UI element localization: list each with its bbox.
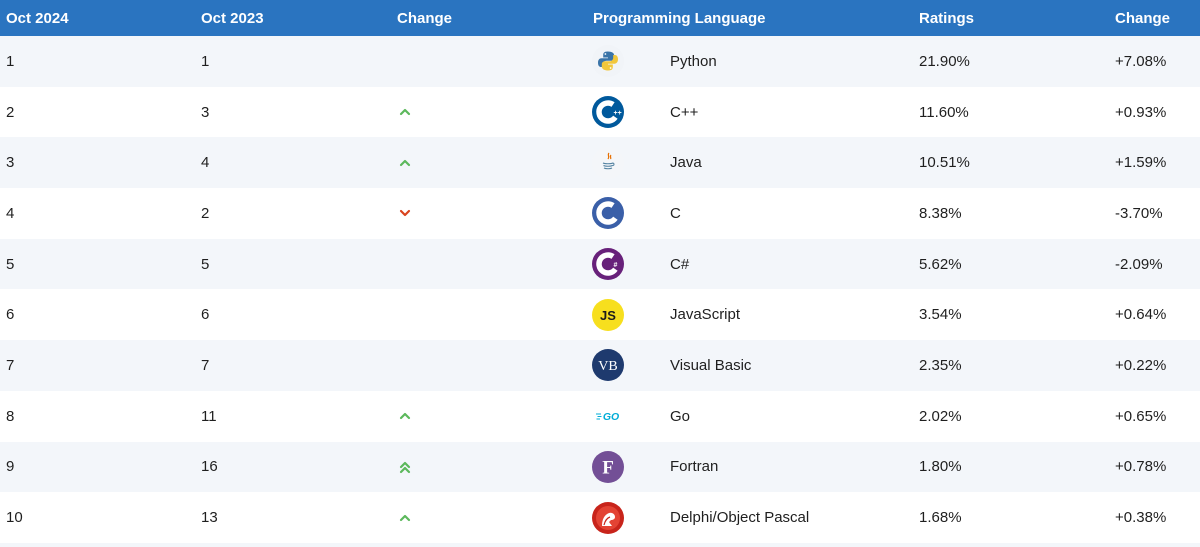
svg-text:F: F	[602, 457, 614, 478]
rating-change: +0.38%	[1115, 509, 1167, 527]
python-logo-icon	[591, 36, 625, 87]
rank-2024: 5	[6, 255, 15, 273]
svg-text:#: #	[614, 262, 618, 269]
double-arrow-up-icon	[397, 459, 413, 475]
rating-change: +0.78%	[1115, 458, 1167, 476]
header-change-percent[interactable]: Change	[1115, 9, 1171, 27]
language-name[interactable]: C++	[670, 103, 699, 121]
rating-change: -2.09%	[1115, 255, 1163, 273]
rank-2024: 9	[6, 458, 15, 476]
table-body: 1 1 Python 21.90% +7.08% 2 3 ++ C++ 11.6…	[0, 36, 1200, 543]
table-row: 7 7 VB Visual Basic 2.35% +0.22%	[0, 340, 1200, 391]
rank-2024: 3	[6, 154, 15, 172]
table-row: 1 1 Python 21.90% +7.08%	[0, 36, 1200, 87]
rating-value: 11.60%	[919, 103, 969, 121]
table-row: 9 16 F Fortran 1.80% +0.78%	[0, 441, 1200, 493]
table-row: 5 5 # C# 5.62% -2.09%	[0, 238, 1200, 290]
header-change[interactable]: Change	[397, 9, 453, 27]
header-oct-2024[interactable]: Oct 2024	[6, 9, 69, 27]
java-logo-icon	[591, 137, 625, 188]
fortran-logo-icon: F	[591, 442, 625, 493]
rating-value: 8.38%	[919, 204, 962, 222]
rank-change	[397, 492, 413, 543]
javascript-logo-icon: JS	[591, 289, 625, 340]
table-row: 3 4 Java 10.51% +1.59%	[0, 137, 1200, 189]
rank-2023: 16	[201, 458, 218, 476]
c-logo-icon	[591, 188, 625, 239]
rank-2024: 6	[6, 306, 15, 324]
rating-change: -3.70%	[1115, 204, 1163, 222]
svg-text:VB: VB	[598, 359, 617, 374]
rating-value: 5.62%	[919, 255, 962, 273]
rank-2023: 5	[201, 255, 210, 273]
header-ratings[interactable]: Ratings	[919, 9, 975, 27]
language-name[interactable]: Java	[670, 154, 702, 172]
arrow-up-icon	[397, 104, 413, 120]
svg-text:JS: JS	[600, 308, 616, 323]
table-row: 6 6 JS JavaScript 3.54% +0.64%	[0, 289, 1200, 341]
rank-2024: 2	[6, 103, 15, 121]
rank-change	[397, 391, 413, 442]
rank-2024: 10	[6, 509, 23, 527]
rating-change: +0.22%	[1115, 356, 1167, 374]
rating-change: +0.65%	[1115, 407, 1167, 425]
language-name[interactable]: Delphi/Object Pascal	[670, 509, 810, 527]
cpp-logo-icon: ++	[591, 87, 625, 138]
rank-change	[397, 137, 413, 188]
arrow-up-icon	[397, 510, 413, 526]
rank-2023: 7	[201, 356, 210, 374]
arrow-up-icon	[397, 155, 413, 171]
language-name[interactable]: Go	[670, 407, 691, 425]
header-programming-language[interactable]: Programming Language	[593, 9, 766, 27]
visual-basic-logo-icon: VB	[591, 340, 625, 391]
rank-2024: 7	[6, 356, 15, 374]
go-logo-icon: GO	[591, 391, 625, 442]
rank-2023: 1	[201, 52, 210, 70]
arrow-down-icon	[397, 205, 413, 221]
rank-2023: 13	[201, 509, 218, 527]
table-row: 4 2 C 8.38% -3.70%	[0, 188, 1200, 239]
arrow-up-icon	[397, 408, 413, 424]
rating-change: +0.64%	[1115, 306, 1167, 324]
table-header: Oct 2024 Oct 2023 Change Programming Lan…	[0, 0, 1200, 36]
language-name[interactable]: Python	[670, 52, 717, 70]
rating-value: 2.02%	[919, 407, 962, 425]
rating-change: +1.59%	[1115, 154, 1167, 172]
language-name[interactable]: Fortran	[670, 458, 719, 476]
rank-2023: 4	[201, 154, 210, 172]
language-name[interactable]: JavaScript	[670, 306, 741, 324]
rating-value: 2.35%	[919, 356, 962, 374]
next-row-edge	[0, 543, 1200, 547]
table-row: 2 3 ++ C++ 11.60% +0.93%	[0, 86, 1200, 138]
rating-value: 21.90%	[919, 52, 970, 70]
language-name[interactable]: Visual Basic	[670, 356, 752, 374]
table-row: 10 13 Delphi/Object Pascal 1.68% +0.38%	[0, 492, 1200, 543]
rank-2024: 1	[6, 52, 15, 70]
rank-2023: 11	[201, 407, 217, 425]
rank-2024: 4	[6, 204, 15, 222]
language-name[interactable]: C#	[670, 255, 690, 273]
rank-2023: 6	[201, 306, 210, 324]
rating-value: 10.51%	[919, 154, 970, 172]
table-row: 8 11 GO Go 2.02% +0.65%	[0, 390, 1200, 442]
rating-change: +7.08%	[1115, 52, 1167, 70]
svg-text:++: ++	[614, 110, 622, 117]
rating-value: 1.68%	[919, 509, 962, 527]
rank-2023: 3	[201, 103, 210, 121]
svg-text:GO: GO	[603, 411, 619, 423]
language-name[interactable]: C	[670, 204, 681, 222]
rank-2023: 2	[201, 204, 210, 222]
rank-2024: 8	[6, 407, 15, 425]
rating-value: 1.80%	[919, 458, 962, 476]
rank-change	[397, 87, 413, 138]
rating-change: +0.93%	[1115, 103, 1167, 121]
rank-change	[397, 442, 413, 493]
rank-change	[397, 188, 413, 239]
rating-value: 3.54%	[919, 306, 962, 324]
csharp-logo-icon: #	[591, 239, 625, 290]
header-oct-2023[interactable]: Oct 2023	[201, 9, 264, 27]
delphi-logo-icon	[591, 492, 625, 543]
